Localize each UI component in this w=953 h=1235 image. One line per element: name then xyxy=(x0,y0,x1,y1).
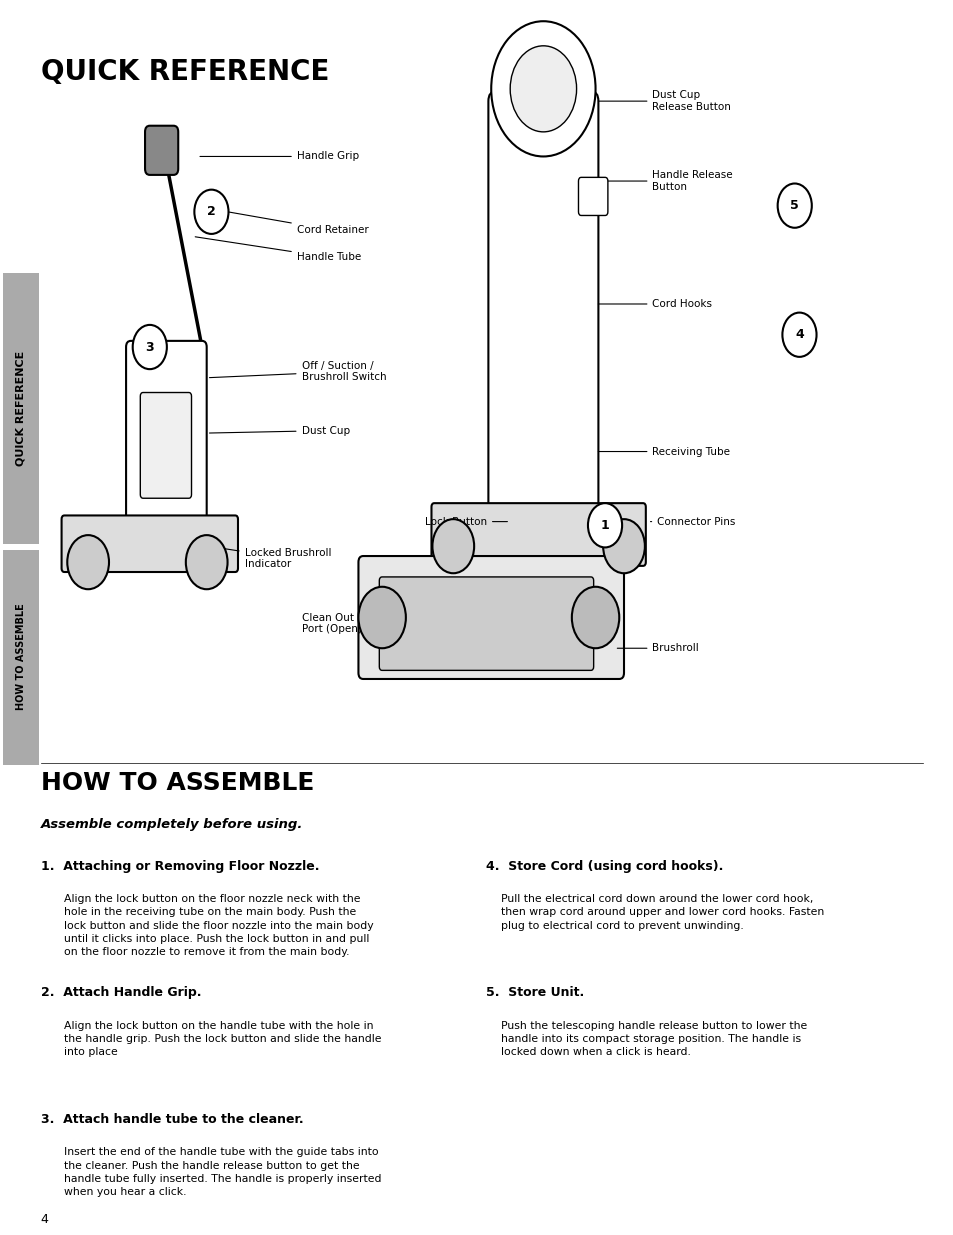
FancyBboxPatch shape xyxy=(379,577,593,671)
Text: 4: 4 xyxy=(41,1213,49,1226)
FancyBboxPatch shape xyxy=(431,503,645,566)
Text: QUICK REFERENCE: QUICK REFERENCE xyxy=(16,351,26,466)
Circle shape xyxy=(491,21,595,157)
Text: Lock Button: Lock Button xyxy=(424,516,507,526)
Text: 2.  Attach Handle Grip.: 2. Attach Handle Grip. xyxy=(41,987,201,999)
Text: Assemble completely before using.: Assemble completely before using. xyxy=(41,818,303,831)
Text: HOW TO ASSEMBLE: HOW TO ASSEMBLE xyxy=(41,771,314,795)
Circle shape xyxy=(68,535,109,589)
Text: Brushroll: Brushroll xyxy=(617,643,699,653)
Text: Off / Suction /
Brushroll Switch: Off / Suction / Brushroll Switch xyxy=(210,361,386,383)
Text: 2: 2 xyxy=(207,205,215,219)
Text: Receiving Tube: Receiving Tube xyxy=(598,447,730,457)
Text: HOW TO ASSEMBLE: HOW TO ASSEMBLE xyxy=(16,604,26,710)
FancyBboxPatch shape xyxy=(62,515,237,572)
Circle shape xyxy=(510,46,576,132)
Circle shape xyxy=(781,312,816,357)
Text: Clean Out
Port (Open): Clean Out Port (Open) xyxy=(301,613,375,635)
FancyBboxPatch shape xyxy=(140,393,192,498)
Circle shape xyxy=(602,519,644,573)
FancyBboxPatch shape xyxy=(145,126,178,175)
Text: 1.  Attaching or Removing Floor Nozzle.: 1. Attaching or Removing Floor Nozzle. xyxy=(41,860,319,873)
FancyBboxPatch shape xyxy=(3,273,39,543)
Text: 5.  Store Unit.: 5. Store Unit. xyxy=(486,987,584,999)
Text: Push the telescoping handle release button to lower the
handle into its compact : Push the telescoping handle release butt… xyxy=(500,1021,806,1057)
FancyBboxPatch shape xyxy=(126,341,207,525)
Text: 5: 5 xyxy=(789,199,799,212)
Text: 1: 1 xyxy=(600,519,609,532)
Circle shape xyxy=(186,535,228,589)
Text: Handle Release
Button: Handle Release Button xyxy=(607,170,732,191)
Text: Pull the electrical cord down around the lower cord hook,
then wrap cord around : Pull the electrical cord down around the… xyxy=(500,894,823,930)
Text: Locked Brushroll
Indicator: Locked Brushroll Indicator xyxy=(195,545,331,569)
FancyBboxPatch shape xyxy=(578,178,607,215)
Circle shape xyxy=(194,190,229,233)
Text: 4: 4 xyxy=(794,329,803,341)
Text: Dust Cup
Release Button: Dust Cup Release Button xyxy=(598,90,731,112)
Text: Insert the end of the handle tube with the guide tabs into
the cleaner. Push the: Insert the end of the handle tube with t… xyxy=(65,1147,381,1197)
FancyBboxPatch shape xyxy=(488,91,598,529)
Text: Connector Pins: Connector Pins xyxy=(650,516,735,526)
Text: Cord Retainer: Cord Retainer xyxy=(195,206,368,235)
Text: Align the lock button on the handle tube with the hole in
the handle grip. Push : Align the lock button on the handle tube… xyxy=(65,1021,381,1057)
Circle shape xyxy=(132,325,167,369)
Text: Handle Tube: Handle Tube xyxy=(195,237,360,262)
Text: QUICK REFERENCE: QUICK REFERENCE xyxy=(41,58,329,86)
Circle shape xyxy=(358,587,405,648)
Circle shape xyxy=(777,184,811,227)
Text: 3.  Attach handle tube to the cleaner.: 3. Attach handle tube to the cleaner. xyxy=(41,1113,303,1126)
FancyBboxPatch shape xyxy=(3,550,39,764)
Circle shape xyxy=(571,587,618,648)
FancyBboxPatch shape xyxy=(358,556,623,679)
Text: Align the lock button on the floor nozzle neck with the
hole in the receiving tu: Align the lock button on the floor nozzl… xyxy=(65,894,374,957)
Text: Cord Hooks: Cord Hooks xyxy=(598,299,712,309)
Text: 4.  Store Cord (using cord hooks).: 4. Store Cord (using cord hooks). xyxy=(486,860,723,873)
Text: 3: 3 xyxy=(145,341,154,353)
Circle shape xyxy=(587,503,621,547)
Text: Handle Grip: Handle Grip xyxy=(200,152,358,162)
Text: Dust Cup: Dust Cup xyxy=(210,426,350,436)
Circle shape xyxy=(432,519,474,573)
